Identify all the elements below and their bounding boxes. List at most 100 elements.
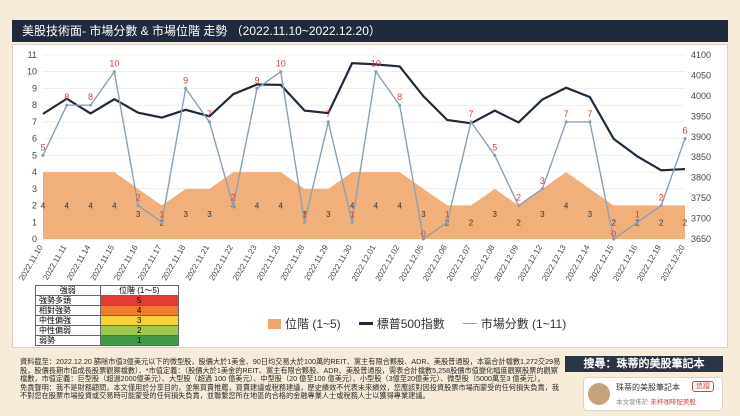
- page-title: 美股技術面- 市場分數 & 市場位階 走勢 （2022.11.10~2022.1…: [12, 20, 728, 42]
- score-point-21: [540, 187, 544, 191]
- level-value-label-9: 4: [255, 202, 260, 211]
- legend-swatch-score: [462, 323, 477, 324]
- score-point-9: [255, 86, 259, 91]
- y-left-tick-label-8: 8: [32, 100, 37, 110]
- y-right-tick-label-2: 3750: [691, 193, 711, 203]
- level-label-4: 相對強勢: [35, 305, 101, 316]
- score-point-23: [588, 120, 592, 124]
- search-banner: 搜尋：珠蒂的美股筆記本: [565, 356, 723, 372]
- level-value-label-0: 4: [41, 202, 46, 211]
- score-data-label-1: 8: [64, 92, 69, 102]
- score-point-13: [350, 220, 354, 224]
- score-data-label-10: 10: [276, 59, 286, 69]
- sp500-line: [42, 62, 686, 172]
- score-point-2: [88, 103, 93, 107]
- score-point-14: [374, 70, 378, 74]
- score-point-22: [564, 120, 568, 124]
- score-data-label-6: 9: [183, 75, 188, 85]
- level-value-1: 1: [99, 335, 179, 346]
- score-data-label-14: 10: [371, 59, 381, 69]
- footer-disclaimer: 免責聲明：我不是財務顧問，本文僅用於分享目的，並無買賣推薦，買賣建議或稅務建議，…: [20, 382, 560, 401]
- y-right-tick-label-0: 3650: [691, 234, 711, 244]
- score-point-4: [136, 203, 140, 208]
- market-chart: 0123456789101136503700375038003850390039…: [17, 50, 711, 283]
- score-point-3: [112, 70, 116, 74]
- legend-item-score: 市場分數 (1~11): [462, 315, 567, 332]
- score-line: [42, 69, 686, 241]
- brand-card[interactable]: 珠蒂的美股筆記本 追蹤 本文發佈於 來杯咖啡配美股: [583, 377, 723, 411]
- score-data-label-13: 1: [350, 209, 355, 219]
- level-value-label-24: 2: [611, 218, 616, 227]
- level-value-label-22: 4: [564, 202, 569, 211]
- brand-sub-link[interactable]: 來杯咖啡配美股: [650, 399, 696, 406]
- y-left-tick-label-2: 2: [32, 201, 37, 211]
- y-left-tick-label-9: 9: [32, 83, 37, 93]
- chart-legend: 位階 (1~5) 標普500指數 市場分數 (1~11): [268, 315, 566, 332]
- score-data-label-2: 8: [88, 92, 93, 102]
- brand-name: 珠蒂的美股筆記本: [616, 383, 680, 392]
- level-value-label-10: 4: [279, 202, 284, 211]
- legend-item-level: 位階 (1~5): [268, 315, 341, 332]
- score-point-7: [207, 120, 212, 124]
- y-right-tick-label-7: 4000: [691, 91, 711, 101]
- level-label-2: 中性偏弱: [35, 325, 101, 336]
- score-data-label-12: 7: [326, 109, 331, 119]
- y-left-tick-label-1: 1: [32, 217, 37, 227]
- level-value-label-21: 3: [540, 210, 545, 219]
- score-data-label-7: 7: [207, 109, 212, 119]
- score-point-5: [160, 220, 164, 224]
- score-point-6: [184, 86, 188, 91]
- score-data-label-5: 1: [159, 209, 164, 219]
- score-point-11: [302, 220, 307, 224]
- level-value-label-6: 3: [183, 210, 188, 219]
- level-value-label-14: 4: [374, 202, 379, 211]
- score-data-label-0: 5: [40, 142, 45, 152]
- chart-panel: 0 1 2 3 4 5 6 7 8 9 10 11 3650 3700 3750 3800 3850 3900 39…: [12, 44, 728, 348]
- score-point-1: [65, 103, 69, 107]
- level-value-label-2: 4: [88, 202, 93, 211]
- score-data-label-18: 7: [468, 109, 473, 119]
- legend-item-sp500: 標普500指數: [358, 315, 445, 332]
- legend-swatch-sp500: [358, 322, 373, 325]
- level-value-3: 3: [99, 315, 179, 326]
- level-value-2: 2: [99, 325, 179, 336]
- level-value-label-4: 3: [136, 210, 141, 219]
- score-point-8: [231, 203, 235, 208]
- score-data-label-23: 7: [587, 109, 592, 119]
- score-point-16: [421, 237, 426, 241]
- legend-label-level: 位階 (1~5): [285, 317, 341, 331]
- y-left-tick-label-6: 6: [32, 134, 37, 144]
- score-data-label-27: 6: [682, 126, 687, 136]
- score-data-label-25: 1: [635, 209, 640, 219]
- score-point-25: [635, 220, 640, 224]
- score-data-label-9: 9: [254, 75, 259, 85]
- footer-source: 資料截至：2022.12.20 篩除市值3億美元以下的微型股，股價大於1美金、9…: [20, 357, 561, 384]
- level-label-1: 弱勢: [35, 335, 101, 346]
- level-value-label-26: 2: [659, 218, 664, 227]
- level-value-label-7: 3: [207, 210, 212, 219]
- y-left-tick-label-10: 10: [27, 67, 37, 77]
- level-table-header-strength: 強弱: [35, 285, 101, 296]
- level-value-label-13: 4: [350, 202, 355, 211]
- score-point-18: [469, 120, 473, 124]
- level-value-label-20: 2: [516, 218, 521, 227]
- level-value-4: 4: [99, 305, 179, 316]
- level-label-3: 中性偏強: [35, 315, 101, 326]
- brand-sub-prefix: 本文發佈於: [616, 399, 649, 406]
- level-value-label-15: 4: [397, 202, 402, 211]
- x-tick-label-1: 2022.11.11: [41, 243, 68, 282]
- follow-button[interactable]: 追蹤: [692, 381, 714, 392]
- score-point-17: [445, 220, 449, 224]
- score-data-label-3: 10: [109, 59, 119, 69]
- level-value-label-27: 2: [683, 218, 688, 227]
- score-data-label-19: 5: [492, 142, 497, 152]
- y-right-tick-label-9: 4100: [691, 50, 711, 60]
- y-left-tick-label-0: 0: [32, 234, 37, 244]
- footer-notes: 資料截至：2022.12.20 篩除市值3億美元以下的微型股，股價大於1美金、9…: [20, 357, 565, 401]
- y-right-tick-label-1: 3700: [691, 214, 711, 224]
- legend-label-score: 市場分數 (1~11): [480, 317, 567, 331]
- score-point-27: [683, 137, 687, 141]
- x-tick-label-27: 2022.12.20: [659, 243, 687, 283]
- level-value-label-18: 2: [469, 218, 474, 227]
- level-value-5: 5: [99, 295, 179, 306]
